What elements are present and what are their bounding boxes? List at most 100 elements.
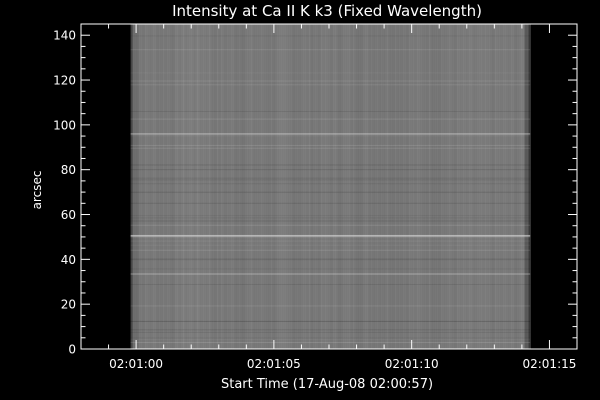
image-column	[392, 24, 395, 349]
image-streak	[130, 258, 531, 260]
image-column	[382, 24, 385, 349]
image-column	[194, 24, 197, 349]
image-column	[192, 24, 195, 349]
image-column	[142, 24, 145, 349]
image-column	[282, 24, 285, 349]
image-column	[234, 24, 237, 349]
image-column	[314, 24, 317, 349]
image-column	[442, 24, 445, 349]
image-column	[238, 24, 241, 349]
image-streak	[130, 240, 531, 242]
image-streak	[130, 237, 531, 239]
image-column	[296, 24, 299, 349]
image-column	[528, 24, 531, 349]
image-column	[498, 24, 501, 349]
image-column	[424, 24, 427, 349]
image-column	[506, 24, 509, 349]
image-column	[286, 24, 289, 349]
image-column	[478, 24, 481, 349]
image-streak	[130, 110, 531, 112]
image-column	[250, 24, 253, 349]
image-column	[306, 24, 309, 349]
image-streak	[130, 72, 531, 74]
image-column	[272, 24, 275, 349]
image-column	[224, 24, 227, 349]
image-column	[488, 24, 491, 349]
image-column	[292, 24, 295, 349]
image-column	[276, 24, 279, 349]
image-column	[434, 24, 437, 349]
image-streak	[130, 118, 531, 120]
image-column	[468, 24, 471, 349]
image-column	[242, 24, 245, 349]
x-tick-label: 02:01:05	[247, 357, 301, 371]
image-column	[220, 24, 223, 349]
image-column	[414, 24, 417, 349]
image-column	[334, 24, 337, 349]
image-column	[412, 24, 415, 349]
image-streak	[130, 234, 531, 236]
image-column	[516, 24, 519, 349]
image-streak	[130, 217, 531, 219]
image-column	[140, 24, 143, 349]
image-column	[246, 24, 249, 349]
image-column	[262, 24, 265, 349]
image-column	[204, 24, 207, 349]
image-column	[360, 24, 363, 349]
y-tick-label: 0	[68, 343, 76, 357]
image-column	[384, 24, 387, 349]
image-column	[202, 24, 205, 349]
image-column	[476, 24, 479, 349]
image-column	[196, 24, 199, 349]
image-column	[402, 24, 405, 349]
image-column	[300, 24, 303, 349]
image-streak	[130, 84, 531, 86]
image-column	[290, 24, 293, 349]
y-tick-label: 20	[61, 298, 76, 312]
image-column	[160, 24, 163, 349]
image-column	[158, 24, 161, 349]
image-streak	[130, 164, 531, 166]
image-column	[214, 24, 217, 349]
image-streak	[130, 220, 531, 222]
image-column	[462, 24, 465, 349]
image-column	[348, 24, 351, 349]
intensity-image	[130, 24, 531, 349]
image-column	[244, 24, 247, 349]
image-streak	[130, 147, 531, 149]
image-column	[268, 24, 271, 349]
image-column	[206, 24, 209, 349]
image-column	[332, 24, 335, 349]
image-column	[370, 24, 373, 349]
image-column	[350, 24, 353, 349]
image-streak	[130, 329, 531, 331]
image-column	[426, 24, 429, 349]
image-column	[406, 24, 409, 349]
image-column	[524, 24, 527, 349]
x-tick-label: 02:01:00	[109, 357, 163, 371]
image-column	[504, 24, 507, 349]
image-column	[154, 24, 157, 349]
image-column	[512, 24, 515, 349]
image-column	[416, 24, 419, 349]
image-streak	[130, 202, 531, 204]
image-column	[336, 24, 339, 349]
image-column	[398, 24, 401, 349]
image-column	[266, 24, 269, 349]
image-streak	[130, 164, 531, 166]
image-column	[362, 24, 365, 349]
image-column	[366, 24, 369, 349]
image-column	[170, 24, 173, 349]
image-column	[136, 24, 139, 349]
image-streak	[130, 283, 531, 285]
image-column	[254, 24, 257, 349]
image-column	[386, 24, 389, 349]
image-column	[148, 24, 151, 349]
image-column	[448, 24, 451, 349]
image-column	[260, 24, 263, 349]
image-column	[310, 24, 313, 349]
bright-row	[130, 273, 531, 275]
image-column	[460, 24, 463, 349]
image-column	[288, 24, 291, 349]
image-column	[236, 24, 239, 349]
